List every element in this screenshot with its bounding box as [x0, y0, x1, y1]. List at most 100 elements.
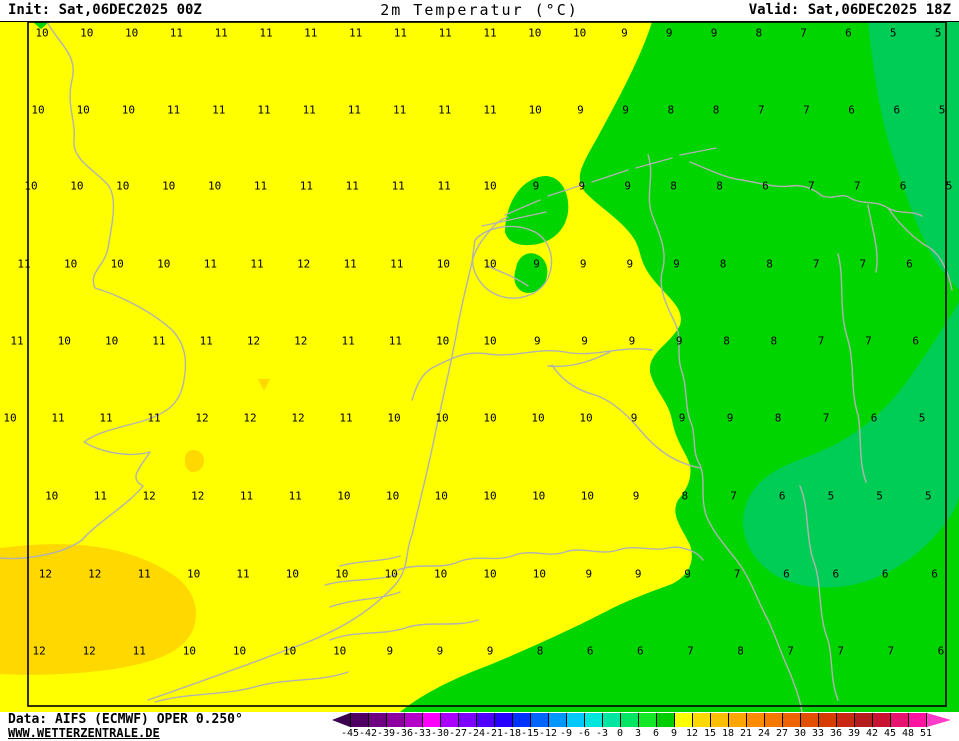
colorbar-segment [602, 713, 620, 727]
colorbar-tick-label: -9 [559, 728, 573, 739]
init-time-label: Init: Sat,06DEC2025 00Z [8, 2, 202, 18]
colorbar-tick-label: 36 [829, 728, 843, 739]
website-link[interactable]: WWW.WETTERZENTRALE.DE [8, 726, 160, 740]
river-elbe [887, 207, 953, 291]
colorbar-segment [566, 713, 584, 727]
map-frame [27, 22, 947, 707]
coastline-zeeland-2 [324, 573, 399, 586]
map-title: 2m Temperatur (°C) [380, 1, 579, 19]
colorbar-segment [764, 713, 782, 727]
colorbar-tick-label: -33 [412, 728, 432, 739]
colorbar-tick-label: 24 [757, 728, 771, 739]
colorbar-segment [872, 713, 890, 727]
footer-bar: Data: AIFS (ECMWF) OPER 0.250° WWW.WETTE… [0, 712, 959, 741]
field-green-light-southeast [742, 302, 959, 588]
colorbar-segment [620, 713, 638, 727]
field-orange-dot [258, 379, 270, 391]
colorbar-segment [836, 713, 854, 727]
colorbar-tick-label: -18 [502, 728, 522, 739]
border-nl-de [647, 154, 701, 466]
colorbar-segment [746, 713, 764, 727]
coastline-zeeland-3 [339, 555, 401, 567]
border-be-de [699, 464, 803, 712]
colorbar-segment [530, 713, 548, 727]
colorbar-segment [728, 713, 746, 727]
colorbar-tick-label: -21 [484, 728, 504, 739]
colorbar-segment [674, 713, 692, 727]
colorbar-segment [818, 713, 836, 727]
colorbar-tick-label: -6 [577, 728, 591, 739]
colorbar-tick-label: 18 [721, 728, 735, 739]
valid-time-label: Valid: Sat,06DEC2025 18Z [748, 2, 951, 18]
coastline-wadden-island-2 [547, 183, 586, 197]
afsluitdijk [481, 211, 547, 227]
lake-markermeer-divider [487, 265, 529, 287]
coastlines-borders-group [0, 22, 953, 712]
coastline-wadden-island-3 [591, 169, 629, 183]
colorbar-tick-label: -3 [595, 728, 609, 739]
coastline-wadden-island-5 [679, 147, 717, 156]
colorbar-segment [422, 713, 440, 727]
colorbar-tick-label: -30 [430, 728, 450, 739]
colorbar-tick-label: 27 [775, 728, 789, 739]
colorbar-segment [656, 713, 674, 727]
colorbar-tick-label: 0 [616, 728, 624, 739]
river-maas [551, 364, 701, 469]
coastline-england [0, 22, 187, 560]
colorbar-tick-label: 33 [811, 728, 825, 739]
colorbar-left-arrow [332, 713, 350, 727]
colorbar-tick-label: -12 [538, 728, 558, 739]
header-bar: Init: Sat,06DEC2025 00Z 2m Temperatur (°… [0, 0, 959, 22]
colorbar-segment [476, 713, 494, 727]
river-rhine [411, 348, 653, 401]
colorbar-tick-label: 3 [634, 728, 642, 739]
coastline-wadden-island-4 [635, 157, 673, 169]
colorbar-segment [404, 713, 422, 727]
coastline-zeeland-1 [329, 591, 401, 608]
colorbar-tick-label: 39 [847, 728, 861, 739]
colorbar-tick-label: 45 [883, 728, 897, 739]
colorbar-tick-label: -45 [340, 728, 360, 739]
colorbar-tick-label: -27 [448, 728, 468, 739]
border-belgium-interior [329, 619, 479, 641]
colorbar-tick-label: 15 [703, 728, 717, 739]
colorbar-segment [350, 713, 368, 727]
temperature-map [0, 22, 959, 712]
colorbar-tick-label: -42 [358, 728, 378, 739]
colorbar-segment [854, 713, 872, 727]
colorbar-segment [494, 713, 512, 727]
colorbar-segment [512, 713, 530, 727]
colorbar-tick-label: 30 [793, 728, 807, 739]
colorbar-tick-label: -39 [376, 728, 396, 739]
colorbar-segment [710, 713, 728, 727]
lake-ijsselmeer [471, 225, 553, 299]
river-waal [547, 351, 611, 368]
colorbar-tick-label: -36 [394, 728, 414, 739]
colorbar-segment [584, 713, 602, 727]
colorbar-segment [638, 713, 656, 727]
border-fr-be [154, 671, 349, 703]
colorbar-tick-label: 12 [685, 728, 699, 739]
colorbar-right-arrow [927, 713, 951, 727]
field-orange-spot [184, 450, 204, 473]
colorbar-tick-label: 42 [865, 728, 879, 739]
colorbar-segment [386, 713, 404, 727]
colorbar-tick-label: 48 [901, 728, 915, 739]
colorbar-segment [800, 713, 818, 727]
colorbar-segments [350, 713, 927, 727]
colorbar-segment [458, 713, 476, 727]
colorbar-tick-label: 51 [919, 728, 933, 739]
colorbar-segment [908, 713, 927, 727]
border-germany-interior-2 [799, 485, 839, 701]
temperature-colorbar: -45 -42 -39 -36 -33 -30 -27 -24 -21 -18 -15 -12 -9 -6… [308, 713, 958, 741]
colorbar-tick-label: -15 [520, 728, 540, 739]
coastline-wadden-island-1 [504, 199, 541, 216]
colorbar-segment [548, 713, 566, 727]
field-orange-channel [0, 544, 196, 675]
colorbar-tick-label: 9 [670, 728, 678, 739]
colorbar-tick-label: 21 [739, 728, 753, 739]
field-green-light-northeast [868, 22, 959, 290]
data-source-label: Data: AIFS (ECMWF) OPER 0.250° [8, 712, 243, 727]
colorbar-labels: -45 -42 -39 -36 -33 -30 -27 -24 -21 -18 -15 -12 -9 -6… [308, 728, 958, 740]
colorbar-segment [440, 713, 458, 727]
